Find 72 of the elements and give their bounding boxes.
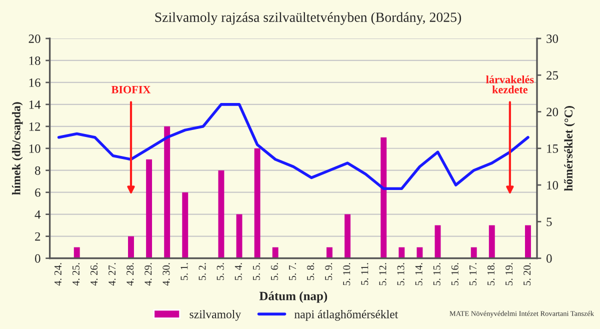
x-tick-label: 4. 26. [90, 263, 98, 286]
legend-label: napi átlaghőmérséklet [294, 310, 398, 321]
bar [525, 225, 531, 258]
y-tick-label: 6 [35, 188, 40, 197]
y-tick-label: 18 [29, 56, 40, 65]
y2-tick-label: 15 [547, 144, 558, 153]
y-tick-label: 20 [28, 34, 40, 43]
legend-label: szilvamoly [190, 310, 242, 321]
x-tick-label: 5. 13. [397, 263, 404, 286]
x-tick-label: 4. 28. [126, 263, 134, 286]
y-tick-label: 16 [29, 78, 40, 87]
bar [434, 225, 441, 258]
bar [326, 247, 332, 258]
bar [164, 126, 170, 258]
y-tick-label: 4 [34, 210, 41, 219]
x-tick-label: 5. 7. [289, 263, 296, 280]
bar [146, 159, 152, 258]
x-tick-label: 5. 11. [361, 263, 368, 285]
x-tick-label: 4. 30. [162, 263, 170, 286]
x-tick-label: 5. 2. [198, 263, 206, 280]
bar [236, 214, 242, 258]
bar [254, 148, 260, 258]
bar [182, 192, 188, 258]
x-axis-title: Dátum (nap) [259, 291, 328, 303]
line-series [57, 103, 530, 190]
x-tick-label: 5. 1. [180, 263, 188, 280]
y-tick-label: 8 [35, 166, 40, 175]
y-tick-label: 14 [29, 100, 41, 109]
bar [380, 137, 387, 258]
bar [218, 170, 224, 258]
y-tick-label: 0 [35, 254, 40, 263]
x-tick-label: 5. 9. [325, 263, 332, 280]
bar [128, 236, 134, 258]
x-tick-label: 4. 29. [144, 263, 152, 286]
y-axis-title: hímek (db/csapda) [12, 102, 23, 195]
y2-tick-label: 5 [546, 218, 552, 226]
y2-tick-label: 25 [546, 71, 558, 80]
bar [344, 214, 351, 258]
y-tick-label: 10 [29, 144, 40, 153]
x-tick-label: 4. 24. [54, 263, 62, 286]
ref-line-label: lárvakelés kezdete [486, 75, 534, 94]
x-tick-label: 5. 20. [524, 263, 531, 286]
bar [488, 225, 495, 258]
x-tick-label: 5. 10. [343, 263, 350, 286]
ref-line-label: BIOFIX [111, 86, 151, 94]
bar [416, 247, 423, 258]
y2-tick-label: 10 [547, 181, 558, 190]
x-tick-label: 5. 15. [433, 263, 440, 286]
bar [74, 247, 80, 258]
x-tick-label: 5. 17. [469, 263, 476, 286]
bar [470, 247, 477, 258]
y-tick-label: 12 [29, 122, 40, 131]
y2-tick-label: 0 [546, 254, 552, 263]
x-tick-label: 4. 27. [108, 263, 116, 286]
x-tick-label: 4. 25. [72, 263, 80, 286]
bar [398, 247, 405, 258]
chart-title: Szilvamoly rajzása szilvaültetvényben (Bordány, 2025) [155, 12, 462, 25]
x-tick-label: 5. 3. [216, 263, 224, 280]
y2-tick-label: 30 [546, 34, 558, 43]
x-tick-label: 5. 19. [506, 263, 513, 286]
x-tick-label: 5. 5. [252, 263, 260, 280]
y2-tick-label: 20 [546, 108, 558, 116]
x-tick-label: 5. 4. [234, 263, 242, 280]
x-tick-label: 5. 8. [307, 263, 314, 280]
bar [272, 247, 278, 258]
x-tick-label: 5. 6. [270, 263, 278, 280]
x-tick-label: 5. 18. [487, 263, 495, 286]
x-tick-label: 5. 16. [451, 263, 458, 286]
x-tick-label: 5. 12. [379, 263, 386, 286]
y2-axis-title: hőmérséklet (°C) [564, 106, 575, 191]
y-tick-label: 2 [35, 232, 40, 241]
x-tick-label: 5. 14. [415, 263, 422, 286]
